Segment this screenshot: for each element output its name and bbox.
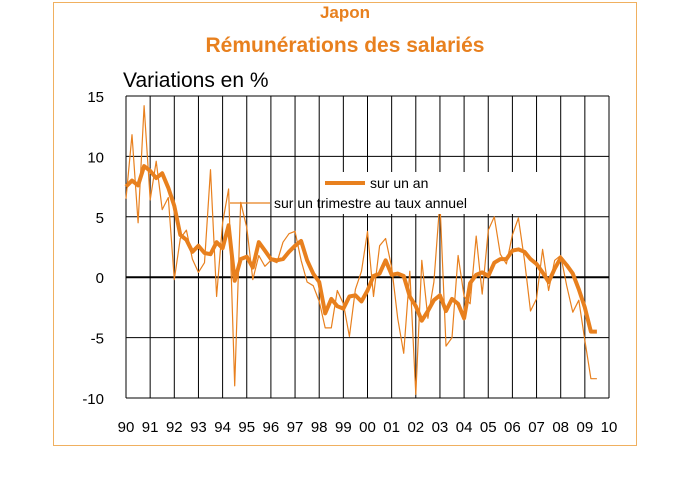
x-tick-label: 99 xyxy=(335,419,352,436)
x-tick-label: 00 xyxy=(359,419,376,436)
legend-box xyxy=(322,172,554,214)
x-tick-label: 05 xyxy=(480,419,497,436)
x-tick-label: 98 xyxy=(311,419,328,436)
chart-frame xyxy=(53,2,637,446)
x-tick-label: 10 xyxy=(601,419,618,436)
x-tick-label: 93 xyxy=(190,419,207,436)
series-line-annual xyxy=(124,164,597,334)
y-tick-label: -10 xyxy=(82,391,104,408)
x-tick-label: 91 xyxy=(142,419,159,436)
series-line-quarterly xyxy=(125,105,597,395)
x-tick-label: 95 xyxy=(238,419,255,436)
x-tick-label: 03 xyxy=(432,419,449,436)
y-tick-label: 0 xyxy=(96,270,104,287)
y-axis-label: Variations en % xyxy=(123,69,269,92)
legend-label-annual: sur un an xyxy=(370,175,428,191)
y-tick-label: -5 xyxy=(91,331,104,348)
x-tick-label: 90 xyxy=(118,419,135,436)
x-tick-label: 96 xyxy=(263,419,280,436)
x-tick-label: 94 xyxy=(214,419,231,436)
y-tick-label: 15 xyxy=(87,89,104,106)
chart-title: Japon xyxy=(319,3,371,22)
x-tick-label: 06 xyxy=(504,419,521,436)
y-tick-label: 5 xyxy=(96,210,104,227)
y-tick-label: 10 xyxy=(87,149,104,166)
legend-label-quarterly: sur un trimestre au taux annuel xyxy=(274,195,467,211)
x-tick-label: 08 xyxy=(552,419,569,436)
x-tick-label: 01 xyxy=(383,419,400,436)
x-tick-label: 07 xyxy=(528,419,545,436)
x-tick-label: 04 xyxy=(456,419,473,436)
chart-subtitle: Rémunérations des salariés xyxy=(205,34,485,57)
x-tick-label: 09 xyxy=(577,419,594,436)
x-tick-label: 92 xyxy=(166,419,183,436)
x-tick-label: 97 xyxy=(287,419,304,436)
x-tick-label: 02 xyxy=(407,419,424,436)
